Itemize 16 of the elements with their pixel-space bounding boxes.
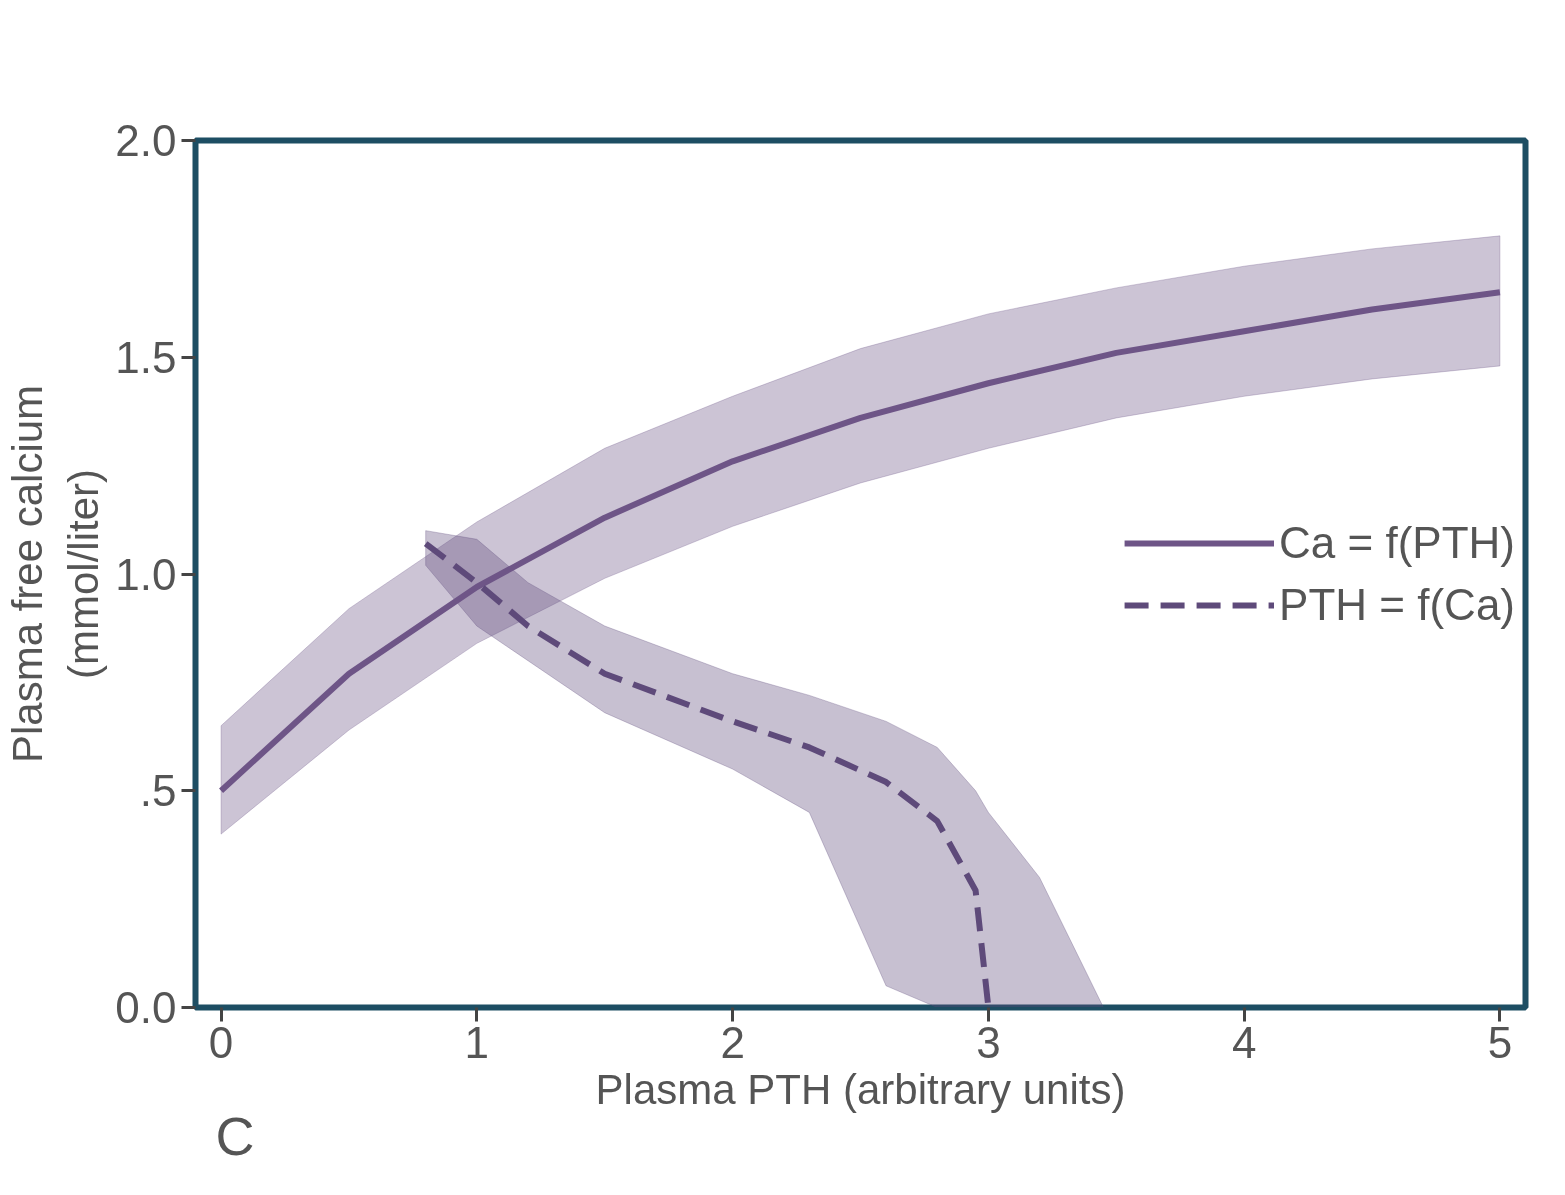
- y-tick-label: 1.0: [115, 549, 177, 599]
- x-tick-label: 1: [464, 1017, 490, 1067]
- y-tick-label: .5: [139, 766, 177, 816]
- y-axis-title: Plasma free calcium (mmol/liter): [3, 384, 108, 764]
- y-tick-label: 1.5: [115, 332, 177, 382]
- legend-label: PTH = f(Ca): [1279, 579, 1515, 630]
- x-tick-label: 4: [1231, 1017, 1257, 1067]
- x-tick-label: 2: [720, 1017, 745, 1067]
- y-tick-label: 0.0: [115, 983, 177, 1032]
- y-tick-label: 2.0: [115, 116, 177, 165]
- x-tick-label: 5: [1487, 1017, 1513, 1067]
- text: C: [215, 1105, 255, 1166]
- legend-label: Ca = f(PTH): [1279, 517, 1515, 568]
- x-axis-title: Plasma PTH (arbitrary units): [595, 1065, 1126, 1113]
- x-tick-label: 0: [208, 1017, 234, 1067]
- x-tick-label: 3: [976, 1017, 1001, 1067]
